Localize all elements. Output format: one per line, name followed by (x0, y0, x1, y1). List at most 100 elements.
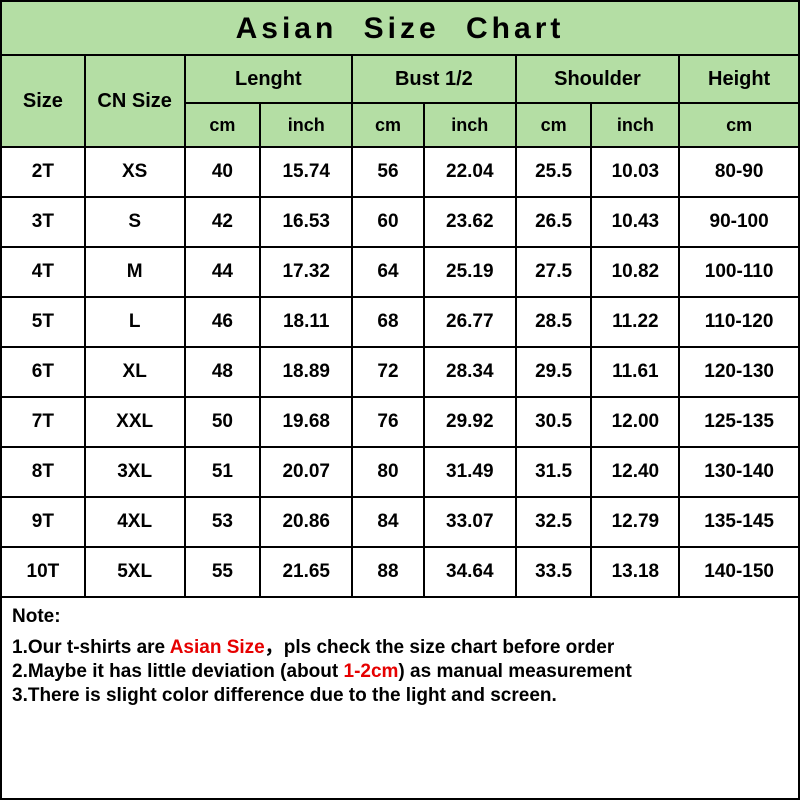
table-cell: 3XL (85, 447, 185, 497)
table-cell: 12.00 (591, 397, 679, 447)
header-cell: inch (260, 103, 352, 147)
table-cell: 90-100 (679, 197, 799, 247)
table-cell: 56 (352, 147, 424, 197)
table-cell: 51 (185, 447, 261, 497)
table-cell: 9T (1, 497, 85, 547)
table-cell: 4XL (85, 497, 185, 547)
notes-section: Note: 1.Our t-shirts are Asian Size，pls … (0, 598, 800, 800)
table-cell: 20.86 (260, 497, 352, 547)
size-table: SizeCN SizeLenghtBust 1/2ShoulderHeightc… (0, 54, 800, 598)
table-row: 10T5XL5521.658834.6433.513.18140-150 (1, 547, 799, 597)
table-cell: 29.92 (424, 397, 516, 447)
table-cell: 11.22 (591, 297, 679, 347)
table-cell: 26.5 (516, 197, 592, 247)
table-cell: 12.79 (591, 497, 679, 547)
note-line: 1.Our t-shirts are Asian Size，pls check … (12, 632, 788, 659)
table-cell: 28.5 (516, 297, 592, 347)
table-cell: 13.18 (591, 547, 679, 597)
header-cell: cm (516, 103, 592, 147)
table-cell: 44 (185, 247, 261, 297)
table-cell: 18.11 (260, 297, 352, 347)
table-cell: L (85, 297, 185, 347)
header-cell: Size (1, 55, 85, 147)
table-cell: 10.03 (591, 147, 679, 197)
header-cell: Height (679, 55, 799, 103)
table-cell: 16.53 (260, 197, 352, 247)
table-cell: M (85, 247, 185, 297)
table-cell: 21.65 (260, 547, 352, 597)
header-cell: inch (591, 103, 679, 147)
table-cell: 19.68 (260, 397, 352, 447)
table-cell: 30.5 (516, 397, 592, 447)
table-cell: S (85, 197, 185, 247)
header-cell: Shoulder (516, 55, 680, 103)
table-cell: 130-140 (679, 447, 799, 497)
table-row: 6TXL4818.897228.3429.511.61120-130 (1, 347, 799, 397)
table-cell: 2T (1, 147, 85, 197)
table-cell: 125-135 (679, 397, 799, 447)
table-cell: 33.5 (516, 547, 592, 597)
table-cell: 72 (352, 347, 424, 397)
table-cell: 6T (1, 347, 85, 397)
highlight-text: 1-2cm (344, 661, 399, 682)
table-cell: 10.43 (591, 197, 679, 247)
table-cell: 120-130 (679, 347, 799, 397)
table-cell: 18.89 (260, 347, 352, 397)
table-cell: 33.07 (424, 497, 516, 547)
table-cell: 28.34 (424, 347, 516, 397)
table-row: 8T3XL5120.078031.4931.512.40130-140 (1, 447, 799, 497)
table-cell: 26.77 (424, 297, 516, 347)
table-cell: 23.62 (424, 197, 516, 247)
table-cell: 8T (1, 447, 85, 497)
table-cell: 84 (352, 497, 424, 547)
table-cell: 110-120 (679, 297, 799, 347)
highlight-text: Asian Size (170, 637, 265, 658)
header-cell: cm (185, 103, 261, 147)
table-cell: 7T (1, 397, 85, 447)
table-cell: 48 (185, 347, 261, 397)
table-row: 3TS4216.536023.6226.510.4390-100 (1, 197, 799, 247)
table-cell: 3T (1, 197, 85, 247)
table-cell: 22.04 (424, 147, 516, 197)
table-cell: XL (85, 347, 185, 397)
size-chart-container: Asian Size Chart SizeCN SizeLenghtBust 1… (0, 0, 800, 800)
table-row: 7TXXL5019.687629.9230.512.00125-135 (1, 397, 799, 447)
table-cell: 42 (185, 197, 261, 247)
header-cell: Bust 1/2 (352, 55, 516, 103)
table-cell: 88 (352, 547, 424, 597)
notes-label: Note: (12, 606, 788, 628)
table-cell: XS (85, 147, 185, 197)
header-cell: CN Size (85, 55, 185, 147)
chart-title: Asian Size Chart (0, 0, 800, 54)
table-cell: 32.5 (516, 497, 592, 547)
table-cell: 17.32 (260, 247, 352, 297)
table-cell: 31.49 (424, 447, 516, 497)
table-header: SizeCN SizeLenghtBust 1/2ShoulderHeightc… (1, 55, 799, 147)
table-cell: 50 (185, 397, 261, 447)
table-row: 4TM4417.326425.1927.510.82100-110 (1, 247, 799, 297)
table-cell: 76 (352, 397, 424, 447)
table-cell: 20.07 (260, 447, 352, 497)
table-cell: 25.5 (516, 147, 592, 197)
table-cell: 140-150 (679, 547, 799, 597)
table-cell: XXL (85, 397, 185, 447)
table-row: 5TL4618.116826.7728.511.22110-120 (1, 297, 799, 347)
table-cell: 40 (185, 147, 261, 197)
table-cell: 11.61 (591, 347, 679, 397)
table-cell: 135-145 (679, 497, 799, 547)
table-body: 2TXS4015.745622.0425.510.0380-903TS4216.… (1, 147, 799, 597)
table-cell: 10T (1, 547, 85, 597)
table-row: 9T4XL5320.868433.0732.512.79135-145 (1, 497, 799, 547)
table-cell: 27.5 (516, 247, 592, 297)
table-cell: 29.5 (516, 347, 592, 397)
table-cell: 80-90 (679, 147, 799, 197)
table-cell: 5T (1, 297, 85, 347)
table-cell: 64 (352, 247, 424, 297)
table-cell: 15.74 (260, 147, 352, 197)
table-cell: 60 (352, 197, 424, 247)
table-cell: 4T (1, 247, 85, 297)
table-cell: 46 (185, 297, 261, 347)
table-cell: 34.64 (424, 547, 516, 597)
table-cell: 10.82 (591, 247, 679, 297)
header-cell: cm (352, 103, 424, 147)
